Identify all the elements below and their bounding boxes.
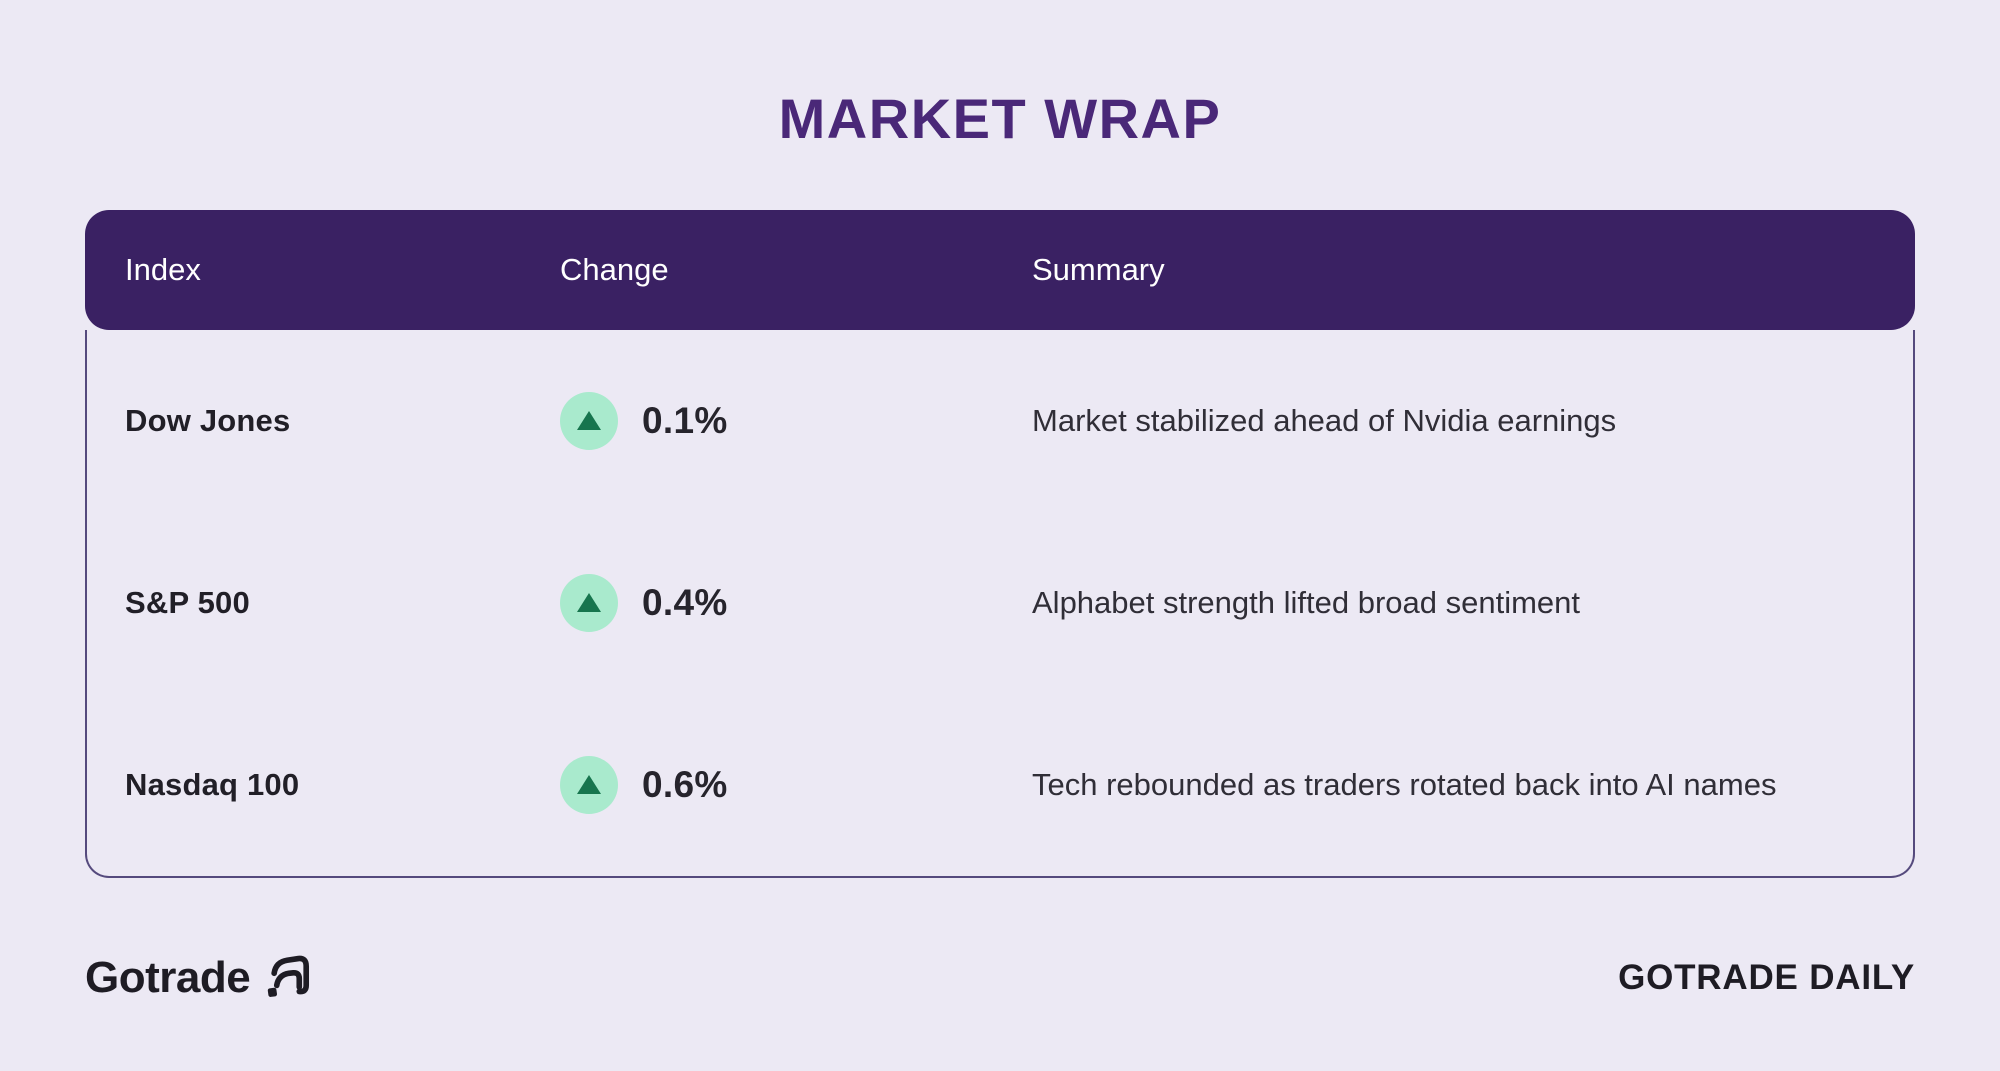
table-row: S&P 500 0.4% Alphabet strength lifted br… <box>87 512 1913 694</box>
footer: Gotrade GOTRADE DAILY <box>85 938 1915 1018</box>
gotrade-logo: Gotrade <box>85 952 314 1004</box>
column-header-index: Index <box>125 252 201 287</box>
gotrade-arrow-icon <box>267 955 310 997</box>
change-value: 0.6% <box>642 764 728 805</box>
market-table: Index Change Summary Dow Jones 0.1% Mark… <box>85 210 1915 878</box>
table-row: Nasdaq 100 0.6% Tech rebounded as trader… <box>87 694 1913 876</box>
change-cell: 0.6% <box>560 756 1032 814</box>
table-header: Index Change Summary <box>85 210 1915 330</box>
index-name: Dow Jones <box>125 403 291 438</box>
up-arrow-badge <box>560 574 618 632</box>
index-name: S&P 500 <box>125 585 250 620</box>
publication-name: GOTRADE DAILY <box>1618 958 1915 997</box>
change-cell: 0.1% <box>560 392 1032 450</box>
page-title: MARKET WRAP <box>778 87 1222 150</box>
change-cell: 0.4% <box>560 574 1032 632</box>
change-value: 0.1% <box>642 400 728 441</box>
index-name: Nasdaq 100 <box>125 767 300 802</box>
gotrade-wordmark: Gotrade <box>85 953 251 1002</box>
change-value: 0.4% <box>642 582 728 623</box>
summary-text: Alphabet strength lifted broad sentiment <box>1032 584 1581 620</box>
table-body: Dow Jones 0.1% Market stabilized ahead o… <box>85 330 1915 878</box>
summary-text: Tech rebounded as traders rotated back i… <box>1032 766 1777 802</box>
table-row: Dow Jones 0.1% Market stabilized ahead o… <box>87 330 1913 512</box>
up-arrow-badge <box>560 392 618 450</box>
up-triangle-icon <box>577 774 601 794</box>
up-triangle-icon <box>577 410 601 430</box>
up-arrow-badge <box>560 756 618 814</box>
up-triangle-icon <box>577 592 601 612</box>
column-header-summary: Summary <box>1032 252 1165 287</box>
column-header-change: Change <box>560 252 669 287</box>
summary-text: Market stabilized ahead of Nvidia earnin… <box>1032 402 1617 438</box>
